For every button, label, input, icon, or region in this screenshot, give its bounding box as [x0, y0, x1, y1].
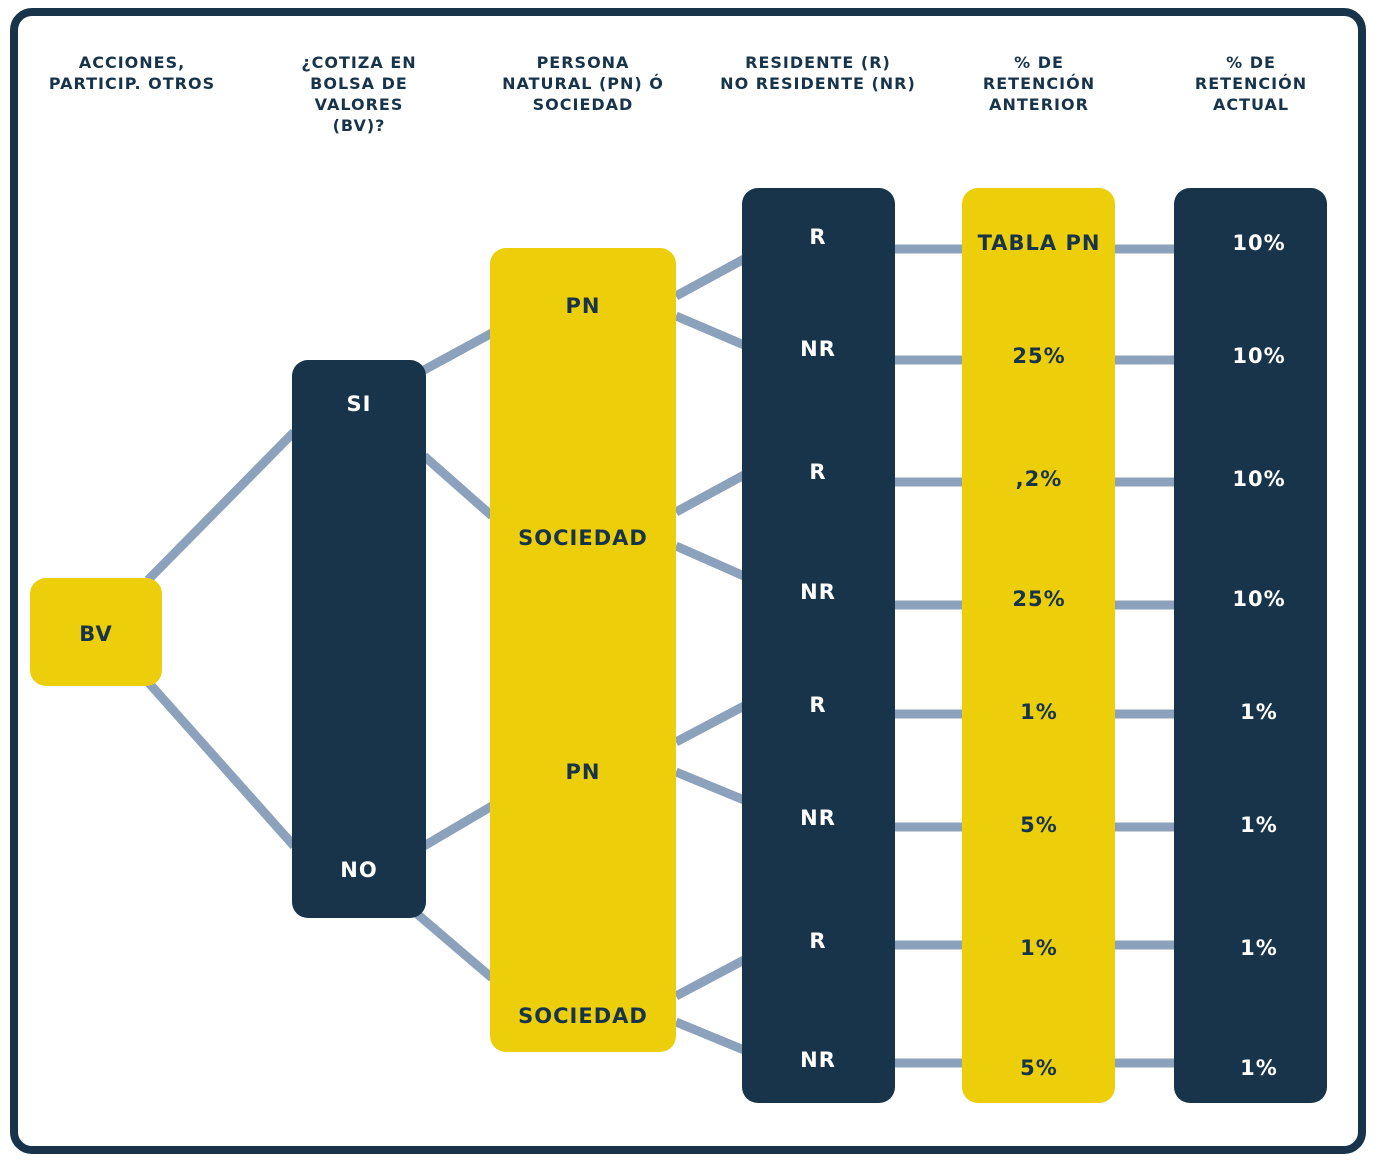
residencia-label: NR [800, 1048, 836, 1072]
retencion-actual-value: 10% [1232, 344, 1286, 368]
persona-sociedad-label: SOCIEDAD [518, 526, 648, 550]
retencion-actual-value: 10% [1232, 467, 1286, 491]
residencia-label: R [809, 929, 827, 953]
connector-pn2-nr3 [674, 767, 746, 805]
retencion-actual-column [1174, 188, 1327, 1103]
retencion-anterior-value: TABLA PN [977, 231, 1101, 255]
persona-pn-label: PN [565, 760, 601, 784]
connector-si-pn1 [421, 329, 495, 374]
header-persona-sociedad: PERSONA NATURAL (PN) Ó SOCIEDAD [502, 53, 664, 114]
diagram-frame [10, 8, 1366, 1154]
cotiza-column [292, 360, 426, 918]
connector-no-pn2 [421, 802, 495, 850]
residencia-label: R [809, 693, 827, 717]
retencion-anterior-value: 25% [1012, 587, 1066, 611]
connector-sociedad2-nr4 [674, 1017, 746, 1055]
residencia-label: NR [800, 580, 836, 604]
header-cotiza-bolsa: ¿COTIZA EN BOLSA DE VALORES (BV)? [301, 53, 417, 135]
retencion-anterior-value: ,2% [1015, 467, 1063, 491]
connector-si-sociedad1 [421, 452, 495, 520]
connector-bv-no [144, 679, 298, 849]
residencia-label: NR [800, 806, 836, 830]
retencion-anterior-value: 1% [1020, 700, 1058, 724]
retencion-anterior-column [962, 188, 1115, 1103]
persona-pn-label: PN [565, 294, 601, 318]
retencion-anterior-value: 5% [1020, 813, 1058, 837]
retencion-actual-value: 10% [1232, 231, 1286, 255]
retencion-anterior-value: 25% [1012, 344, 1066, 368]
retencion-actual-value: 1% [1240, 813, 1278, 837]
retencion-actual-value: 1% [1240, 1056, 1278, 1080]
connector-sociedad1-r2 [673, 471, 747, 516]
cotiza-no-label: NO [340, 858, 378, 882]
residencia-label: NR [800, 337, 836, 361]
connector-pn2-r3 [673, 702, 747, 746]
residencia-label: R [809, 225, 827, 249]
retencion-anterior-value: 5% [1020, 1056, 1058, 1080]
connector-pn1-r1 [673, 255, 747, 300]
header-retencion-anterior: % DE RETENCIÓN ANTERIOR [982, 53, 1096, 114]
persona-column [490, 248, 676, 1052]
header-retencion-actual: % DE RETENCIÓN ACTUAL [1194, 53, 1308, 114]
connector-bv-si [144, 428, 298, 584]
connector-no-sociedad2 [413, 909, 495, 982]
connector-sociedad1-nr2 [674, 541, 746, 581]
persona-sociedad-label: SOCIEDAD [518, 1004, 648, 1028]
connector-pn1-nr1 [674, 311, 746, 350]
connector-sociedad2-r4 [673, 956, 747, 1000]
residencia-label: R [809, 460, 827, 484]
residencia-column [742, 188, 895, 1103]
retencion-actual-value: 1% [1240, 936, 1278, 960]
retencion-actual-value: 1% [1240, 700, 1278, 724]
retencion-anterior-value: 1% [1020, 936, 1058, 960]
bv-label: BV [79, 622, 113, 646]
cotiza-si-label: SI [346, 392, 372, 416]
header-residente: RESIDENTE (R) NO RESIDENTE (NR) [720, 53, 916, 93]
header-acciones: ACCIONES, PARTICIP. OTROS [48, 53, 216, 93]
retencion-actual-value: 10% [1232, 587, 1286, 611]
bv-node [30, 578, 162, 686]
